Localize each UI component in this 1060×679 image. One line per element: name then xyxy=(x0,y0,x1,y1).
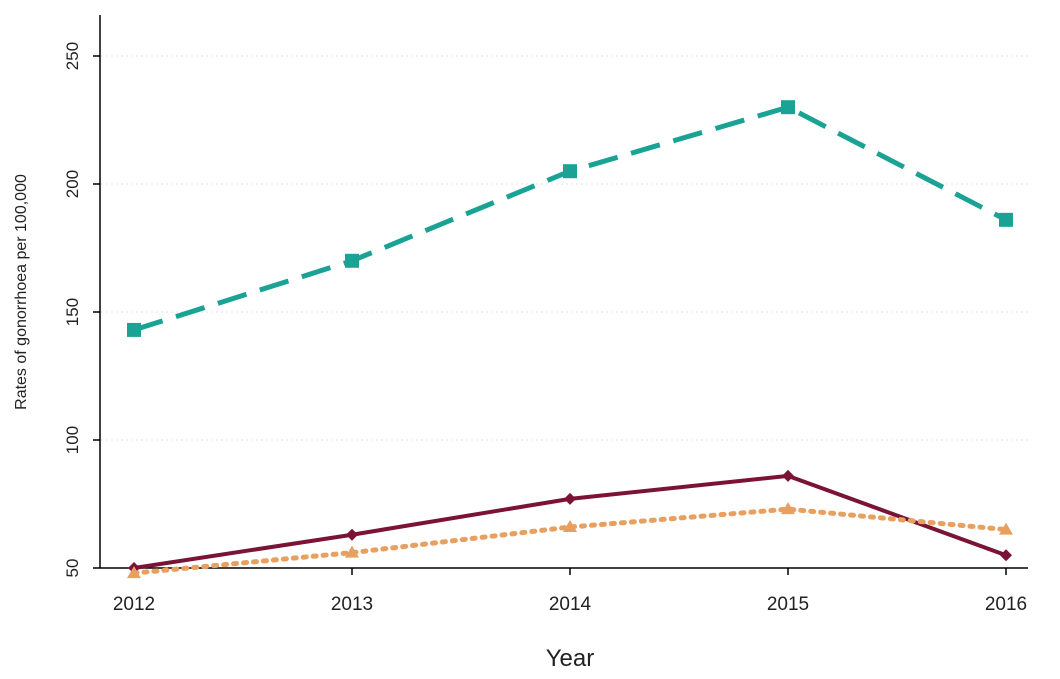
x-tick-label: 2014 xyxy=(549,594,592,615)
x-tick-label: 2013 xyxy=(331,594,373,615)
series-lines xyxy=(127,100,1013,579)
y-tick-label: 250 xyxy=(63,42,82,70)
data-point xyxy=(782,469,794,482)
series-3 xyxy=(127,502,1013,579)
x-axis-title: Year xyxy=(546,645,595,672)
data-point xyxy=(563,164,577,179)
series-2 xyxy=(128,469,1012,574)
gridlines xyxy=(101,55,1028,441)
data-point xyxy=(345,253,359,268)
data-point xyxy=(999,522,1013,535)
data-point xyxy=(563,520,577,533)
y-ticks: 50 100 150 200 250 xyxy=(63,42,100,578)
data-point xyxy=(999,212,1013,227)
data-point xyxy=(346,528,358,541)
series-1 xyxy=(127,100,1013,337)
data-point xyxy=(127,566,141,579)
x-tick-label: 2016 xyxy=(985,594,1027,615)
data-point xyxy=(781,100,795,115)
series-line xyxy=(133,104,1008,333)
y-tick-label: 200 xyxy=(63,170,82,198)
y-tick-label: 150 xyxy=(63,298,82,326)
data-point xyxy=(345,545,359,558)
x-tick-label: 2015 xyxy=(767,594,809,615)
y-tick-label: 100 xyxy=(63,426,82,454)
axes xyxy=(99,15,1028,569)
data-point xyxy=(564,492,576,505)
y-tick-label: 50 xyxy=(63,559,82,578)
x-tick-label: 2012 xyxy=(113,594,155,615)
data-point xyxy=(1000,549,1012,562)
series-line xyxy=(131,506,1009,576)
data-point xyxy=(781,502,795,515)
y-axis-title: Rates of gonorrhoea per 100,000 xyxy=(13,174,30,410)
data-point xyxy=(127,322,141,337)
x-ticks: 2012 2013 2014 2015 2016 xyxy=(113,568,1027,615)
